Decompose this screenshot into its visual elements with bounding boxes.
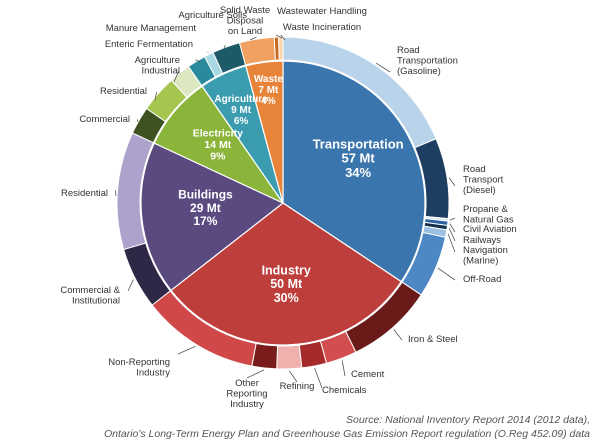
source-line-2: Ontario's Long-Term Energy Plan and Gree… bbox=[103, 427, 590, 440]
subsector-label-solid-waste-disposal-on-land: Solid Waste Disposal on Land bbox=[220, 5, 270, 37]
leader-line bbox=[341, 360, 346, 377]
leader-line bbox=[449, 217, 456, 221]
leader-line bbox=[249, 36, 257, 41]
subsector-label-residential: Residential bbox=[61, 188, 108, 199]
leader-line bbox=[173, 71, 179, 83]
leader-line bbox=[195, 59, 201, 63]
leader-line bbox=[449, 223, 456, 233]
subsector-label-refining: Refining bbox=[280, 381, 315, 392]
subsector-label-enteric-fermentation: Enteric Fermentation bbox=[105, 39, 193, 50]
subsector-label-residential: Residential bbox=[100, 86, 147, 97]
subsector-label-cement: Cement bbox=[351, 369, 385, 380]
subsector-waste-waste-incineration bbox=[278, 36, 284, 61]
subsector-label-iron-steel: Iron & Steel bbox=[408, 334, 458, 345]
leader-line bbox=[437, 267, 456, 281]
subsector-label-navigation-marine: Navigation (Marine) bbox=[463, 245, 508, 267]
subsector-label-agriculture-industrial: Agriculture Industrial bbox=[135, 55, 180, 77]
subsector-label-commercial: Commercial bbox=[79, 114, 130, 125]
subsector-label-propane-natural-gas: Propane & Natural Gas bbox=[463, 204, 514, 226]
sector-label-waste: Waste 7 Mt 4% bbox=[254, 74, 284, 107]
source-line-1: Source: National Inventory Report 2014 (… bbox=[346, 413, 590, 426]
sector-waste bbox=[245, 60, 284, 204]
sector-label-transportation: Transportation 57 Mt 34% bbox=[313, 136, 404, 180]
subsector-waste-solid-waste-disposal-on-land bbox=[238, 36, 276, 66]
sector-industry bbox=[170, 202, 403, 346]
leader-line bbox=[276, 34, 283, 39]
leader-line bbox=[448, 227, 456, 242]
sector-label-agriculture: Agriculture 9 Mt 6% bbox=[214, 94, 268, 127]
subsector-label-chemicals: Chemicals bbox=[322, 385, 367, 396]
subsector-label-wastewater-handling: Wastewater Handling bbox=[277, 6, 367, 17]
leader-line bbox=[246, 369, 265, 379]
subsector-label-non-reporting-industry: Non-Reporting Industry bbox=[108, 357, 170, 379]
subsector-industry-refining bbox=[276, 344, 303, 370]
subsector-ring bbox=[116, 36, 450, 370]
leader-line bbox=[136, 119, 139, 123]
leader-line bbox=[375, 62, 391, 73]
source-note: Source: National Inventory Report 2014 (… bbox=[104, 413, 590, 441]
leader-line bbox=[154, 92, 157, 101]
sector-pie bbox=[140, 60, 426, 346]
leader-line bbox=[115, 190, 117, 197]
subsector-labels: Road Transportation (Gasoline) Road Transpor… bbox=[60, 5, 516, 410]
leader-line bbox=[127, 279, 134, 292]
subsector-label-manure-management: Manure Management bbox=[106, 23, 197, 34]
subsector-label-agriculture-soils: Agriculture Soils bbox=[178, 10, 247, 21]
leader-line bbox=[177, 345, 196, 355]
subsector-label-waste-incineration: Waste Incineration bbox=[283, 22, 361, 33]
subsector-label-railways: Railways bbox=[463, 235, 501, 246]
leader-line bbox=[447, 233, 456, 253]
sector-labels: Transportation 57 Mt 34% Industry 50 Mt 30% Bu… bbox=[178, 74, 404, 305]
subsector-label-other-reporting-industry: Other Reporting Industry bbox=[226, 378, 267, 410]
leader-line bbox=[223, 45, 226, 49]
subsector-label-road-transport-diesel: Road Transport (Diesel) bbox=[463, 164, 504, 196]
leader-line bbox=[280, 34, 286, 41]
sector-label-buildings: Buildings 29 Mt 17% bbox=[178, 188, 233, 228]
leader-line bbox=[314, 367, 323, 389]
subsector-label-civil-aviation: Civil Aviation bbox=[463, 224, 517, 235]
subsector-label-off-road: Off-Road bbox=[463, 274, 501, 285]
sector-label-industry: Industry 50 Mt 30% bbox=[262, 263, 311, 305]
sector-label-electricity: Electricity 14 Mt 9% bbox=[193, 128, 243, 163]
subsector-label-road-transportation-gasoline: Road Transportation (Gasoline) bbox=[397, 45, 458, 77]
leader-line bbox=[393, 329, 403, 341]
leader-line bbox=[448, 177, 456, 187]
sector-buildings bbox=[140, 142, 285, 292]
leader-line bbox=[289, 370, 298, 383]
subsector-label-commercial-institutional: Commercial & Institutional bbox=[60, 285, 120, 307]
